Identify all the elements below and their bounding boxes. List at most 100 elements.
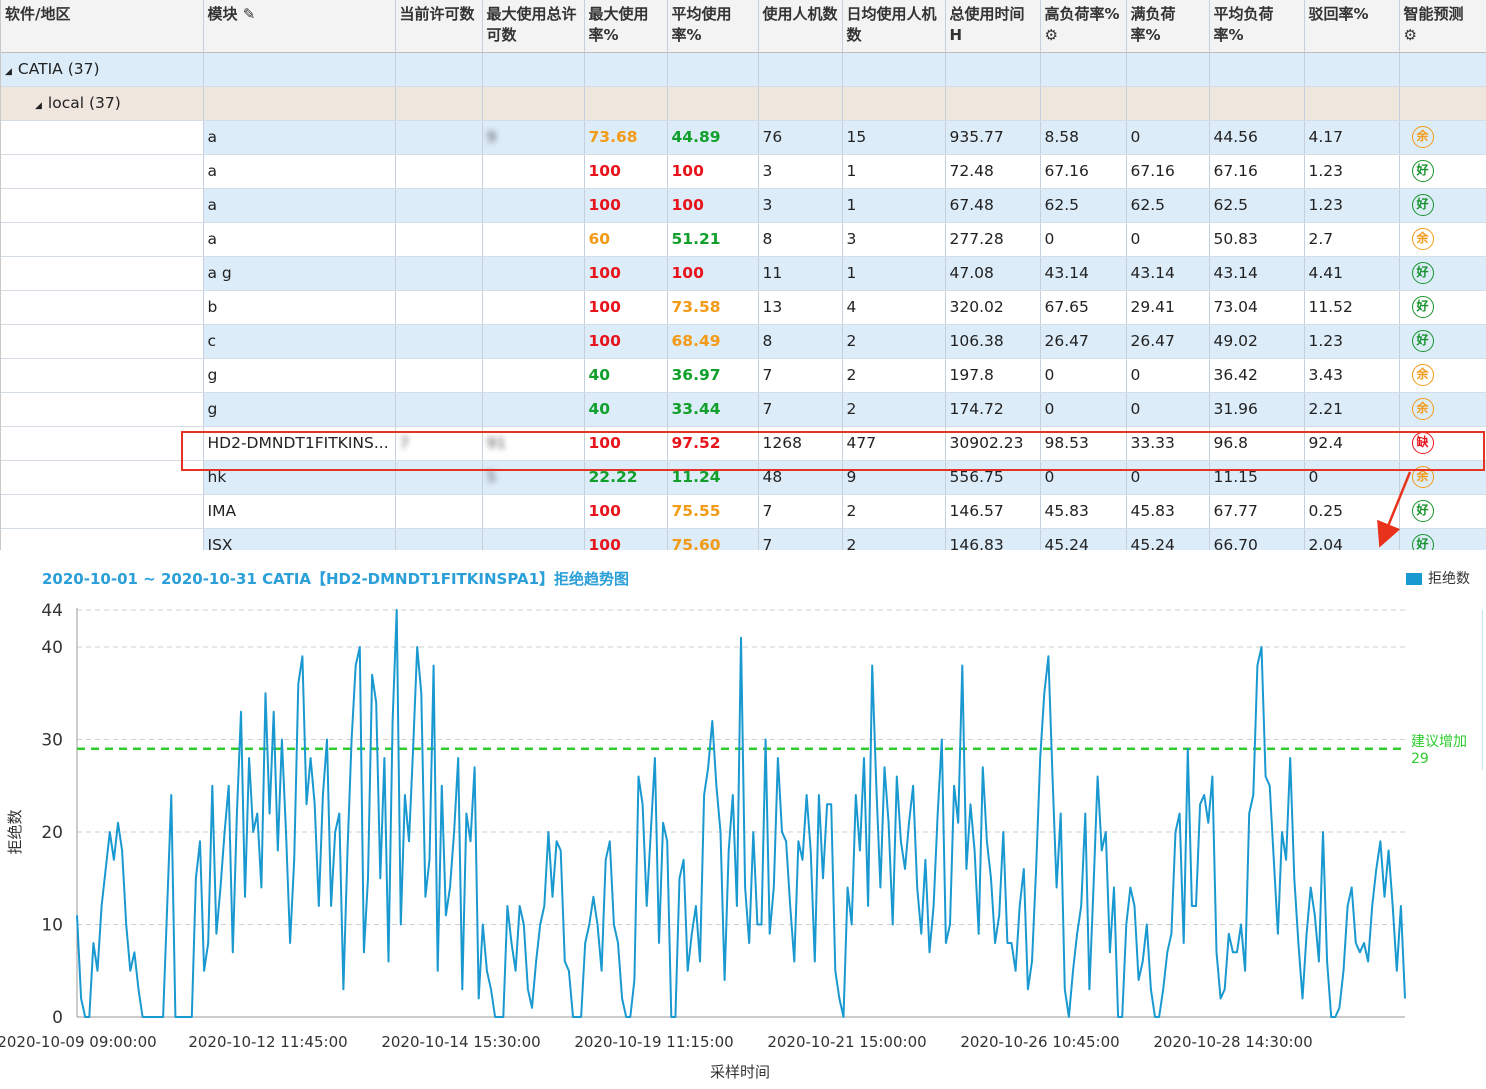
module-cell-value: g — [207, 400, 218, 418]
table-row[interactable]: g 40 36.97 7 2 197.8 0 0 36.42 3.43 余 — [1, 358, 1486, 393]
table-row[interactable]: a 9 73.68 44.89 76 15 935.77 8.58 0 44.56 4.17 余 — [1, 120, 1486, 155]
prediction-cell[interactable]: 缺 — [1399, 426, 1486, 461]
prediction-cell[interactable]: 余 — [1399, 392, 1486, 427]
legend-label: 拒绝数 — [1428, 571, 1470, 587]
users-cell: 11 — [758, 256, 843, 291]
col-software-region[interactable]: 软件/地区 — [1, 0, 204, 53]
table-row[interactable]: IMA 100 75.55 7 2 146.57 45.83 45.83 67.77 0.25 好 — [1, 494, 1486, 529]
prediction-badge[interactable]: 好 — [1411, 500, 1434, 522]
current-licenses-cell-value: 7 — [399, 434, 410, 452]
current-licenses-cell — [395, 528, 483, 550]
total-hours-cell-value: 146.83 — [949, 536, 1004, 550]
y-tick-label: 0 — [52, 1008, 63, 1028]
col-high-load-rate[interactable]: 高负荷率% ⚙ — [1040, 0, 1127, 53]
col-max-usage-rate[interactable]: 最大使用率% — [584, 0, 668, 53]
users-cell: 7 — [758, 494, 843, 529]
col-users[interactable]: 使用人机数 — [758, 0, 843, 53]
daily-users-cell-value: 2 — [846, 366, 857, 384]
col-smart-prediction[interactable]: 智能预测 ⚙ — [1399, 0, 1486, 53]
region-cell — [1, 358, 204, 393]
prediction-badge[interactable]: 缺 — [1411, 432, 1434, 454]
module-cell-value: g — [207, 366, 218, 384]
reject-rate-cell: 0.25 — [1304, 494, 1400, 529]
users-cell: 8 — [758, 222, 843, 257]
col-reject-rate[interactable]: 驳回率% — [1304, 0, 1400, 53]
col-daily-users[interactable]: 日均使用人机数 — [842, 0, 946, 53]
prediction-cell[interactable]: 余 — [1399, 222, 1486, 257]
users-cell: 13 — [758, 290, 843, 325]
reject-rate-cell: 2.21 — [1304, 392, 1400, 427]
col-max-total-licenses[interactable]: 最大使用总许可数 — [482, 0, 585, 53]
users-cell-value: 8 — [762, 230, 773, 248]
module-cell: a — [203, 154, 396, 189]
prediction-cell[interactable]: 好 — [1399, 154, 1486, 189]
users-cell-value: 7 — [762, 536, 773, 550]
users-cell-value: 3 — [762, 196, 773, 214]
daily-users-cell: 2 — [842, 528, 946, 550]
prediction-badge[interactable]: 余 — [1411, 364, 1434, 386]
region-cell — [1, 154, 204, 189]
avg-load-cell-value: 67.16 — [1213, 162, 1258, 180]
col-full-load-rate[interactable]: 满负荷率% — [1126, 0, 1210, 53]
prediction-badge[interactable]: 好 — [1411, 262, 1434, 284]
avg-load-cell-value: 66.70 — [1213, 536, 1258, 550]
table-row[interactable]: HD2-DMNDT1FITKINS... 7 91 100 97.52 1268 477 30… — [1, 426, 1486, 461]
table-row[interactable]: a 100 100 3 1 67.48 62.5 62.5 62.5 1.23 好 — [1, 188, 1486, 223]
prediction-cell[interactable]: 余 — [1399, 460, 1486, 495]
prediction-cell[interactable]: 好 — [1399, 290, 1486, 325]
daily-users-cell-value: 2 — [846, 536, 857, 550]
total-hours-cell: 146.57 — [945, 494, 1041, 529]
table-row[interactable]: a g 100 100 11 1 47.08 43.14 43.14 43.14 4.41 好 — [1, 256, 1486, 291]
collapse-triangle-icon[interactable]: ◢ — [35, 101, 42, 111]
prediction-cell[interactable]: 好 — [1399, 188, 1486, 223]
table-row[interactable]: ISX 100 75.60 7 2 146.83 45.24 45.24 66.70 2.04 好 — [1, 528, 1486, 550]
daily-users-cell: 2 — [842, 494, 946, 529]
prediction-cell[interactable]: 好 — [1399, 494, 1486, 529]
group-catia-cell[interactable]: ◢ CATIA (37) — [1, 52, 204, 87]
prediction-cell[interactable]: 好 — [1399, 324, 1486, 359]
collapse-triangle-icon[interactable]: ◢ — [5, 67, 12, 77]
full-load-cell: 0 — [1126, 120, 1210, 155]
prediction-badge[interactable]: 好 — [1411, 194, 1434, 216]
high-load-cell-value: 67.65 — [1044, 298, 1089, 316]
module-cell-value: a — [207, 162, 218, 180]
table-row[interactable]: a 100 100 3 1 72.48 67.16 67.16 67.16 1.23 好 — [1, 154, 1486, 189]
prediction-badge[interactable]: 好 — [1411, 296, 1434, 318]
col-current-licenses[interactable]: 当前许可数 — [395, 0, 483, 53]
table-row[interactable]: g 40 33.44 7 2 174.72 0 0 31.96 2.21 余 — [1, 392, 1486, 427]
prediction-cell[interactable]: 好 — [1399, 528, 1486, 550]
prediction-badge[interactable]: 余 — [1411, 466, 1434, 488]
gear-icon[interactable]: ⚙ — [1044, 26, 1058, 44]
group-row-local[interactable]: ◢ local (37) — [1, 86, 1486, 121]
module-cell: a — [203, 120, 396, 155]
full-load-cell-value: 0 — [1130, 468, 1141, 486]
col-total-hours[interactable]: 总使用时间H — [945, 0, 1041, 53]
daily-users-cell-value: 15 — [846, 128, 867, 146]
table-row[interactable]: a 60 51.21 8 3 277.28 0 0 50.83 2.7 余 — [1, 222, 1486, 257]
prediction-cell[interactable]: 余 — [1399, 120, 1486, 155]
group-row-catia[interactable]: ◢ CATIA (37) — [1, 52, 1486, 87]
col-avg-usage-rate[interactable]: 平均使用率% — [667, 0, 759, 53]
prediction-badge[interactable]: 好 — [1411, 330, 1434, 352]
full-load-cell-value: 0 — [1130, 400, 1141, 418]
gear-icon[interactable]: ⚙ — [1403, 26, 1417, 44]
max-rate-cell: 100 — [584, 154, 668, 189]
prediction-cell[interactable]: 余 — [1399, 358, 1486, 393]
prediction-badge[interactable]: 余 — [1411, 228, 1434, 250]
chart-legend[interactable]: 拒绝数 — [1406, 568, 1470, 588]
group-local-cell[interactable]: ◢ local (37) — [1, 86, 204, 121]
table-row[interactable]: c 100 68.49 8 2 106.38 26.47 26.47 49.02 1.23 好 — [1, 324, 1486, 359]
col-avg-load-rate[interactable]: 平均负荷率% — [1209, 0, 1305, 53]
prediction-badge[interactable]: 好 — [1411, 160, 1434, 182]
prediction-badge[interactable]: 余 — [1411, 398, 1434, 420]
pencil-icon[interactable]: ✎ — [242, 5, 256, 23]
prediction-badge[interactable]: 好 — [1411, 534, 1434, 550]
max-total-cell — [482, 256, 585, 291]
series-line-reject-count[interactable] — [76, 609, 1406, 1018]
table-row[interactable]: b 100 73.58 13 4 320.02 67.65 29.41 73.04 11.52 好 — [1, 290, 1486, 325]
avg-rate-cell: 51.21 — [667, 222, 759, 257]
prediction-badge[interactable]: 余 — [1411, 126, 1434, 148]
col-module[interactable]: 模块 ✎ — [203, 0, 396, 53]
table-row[interactable]: hk 5 22.22 11.24 48 9 556.75 0 0 11.15 0 余 — [1, 460, 1486, 495]
prediction-cell[interactable]: 好 — [1399, 256, 1486, 291]
